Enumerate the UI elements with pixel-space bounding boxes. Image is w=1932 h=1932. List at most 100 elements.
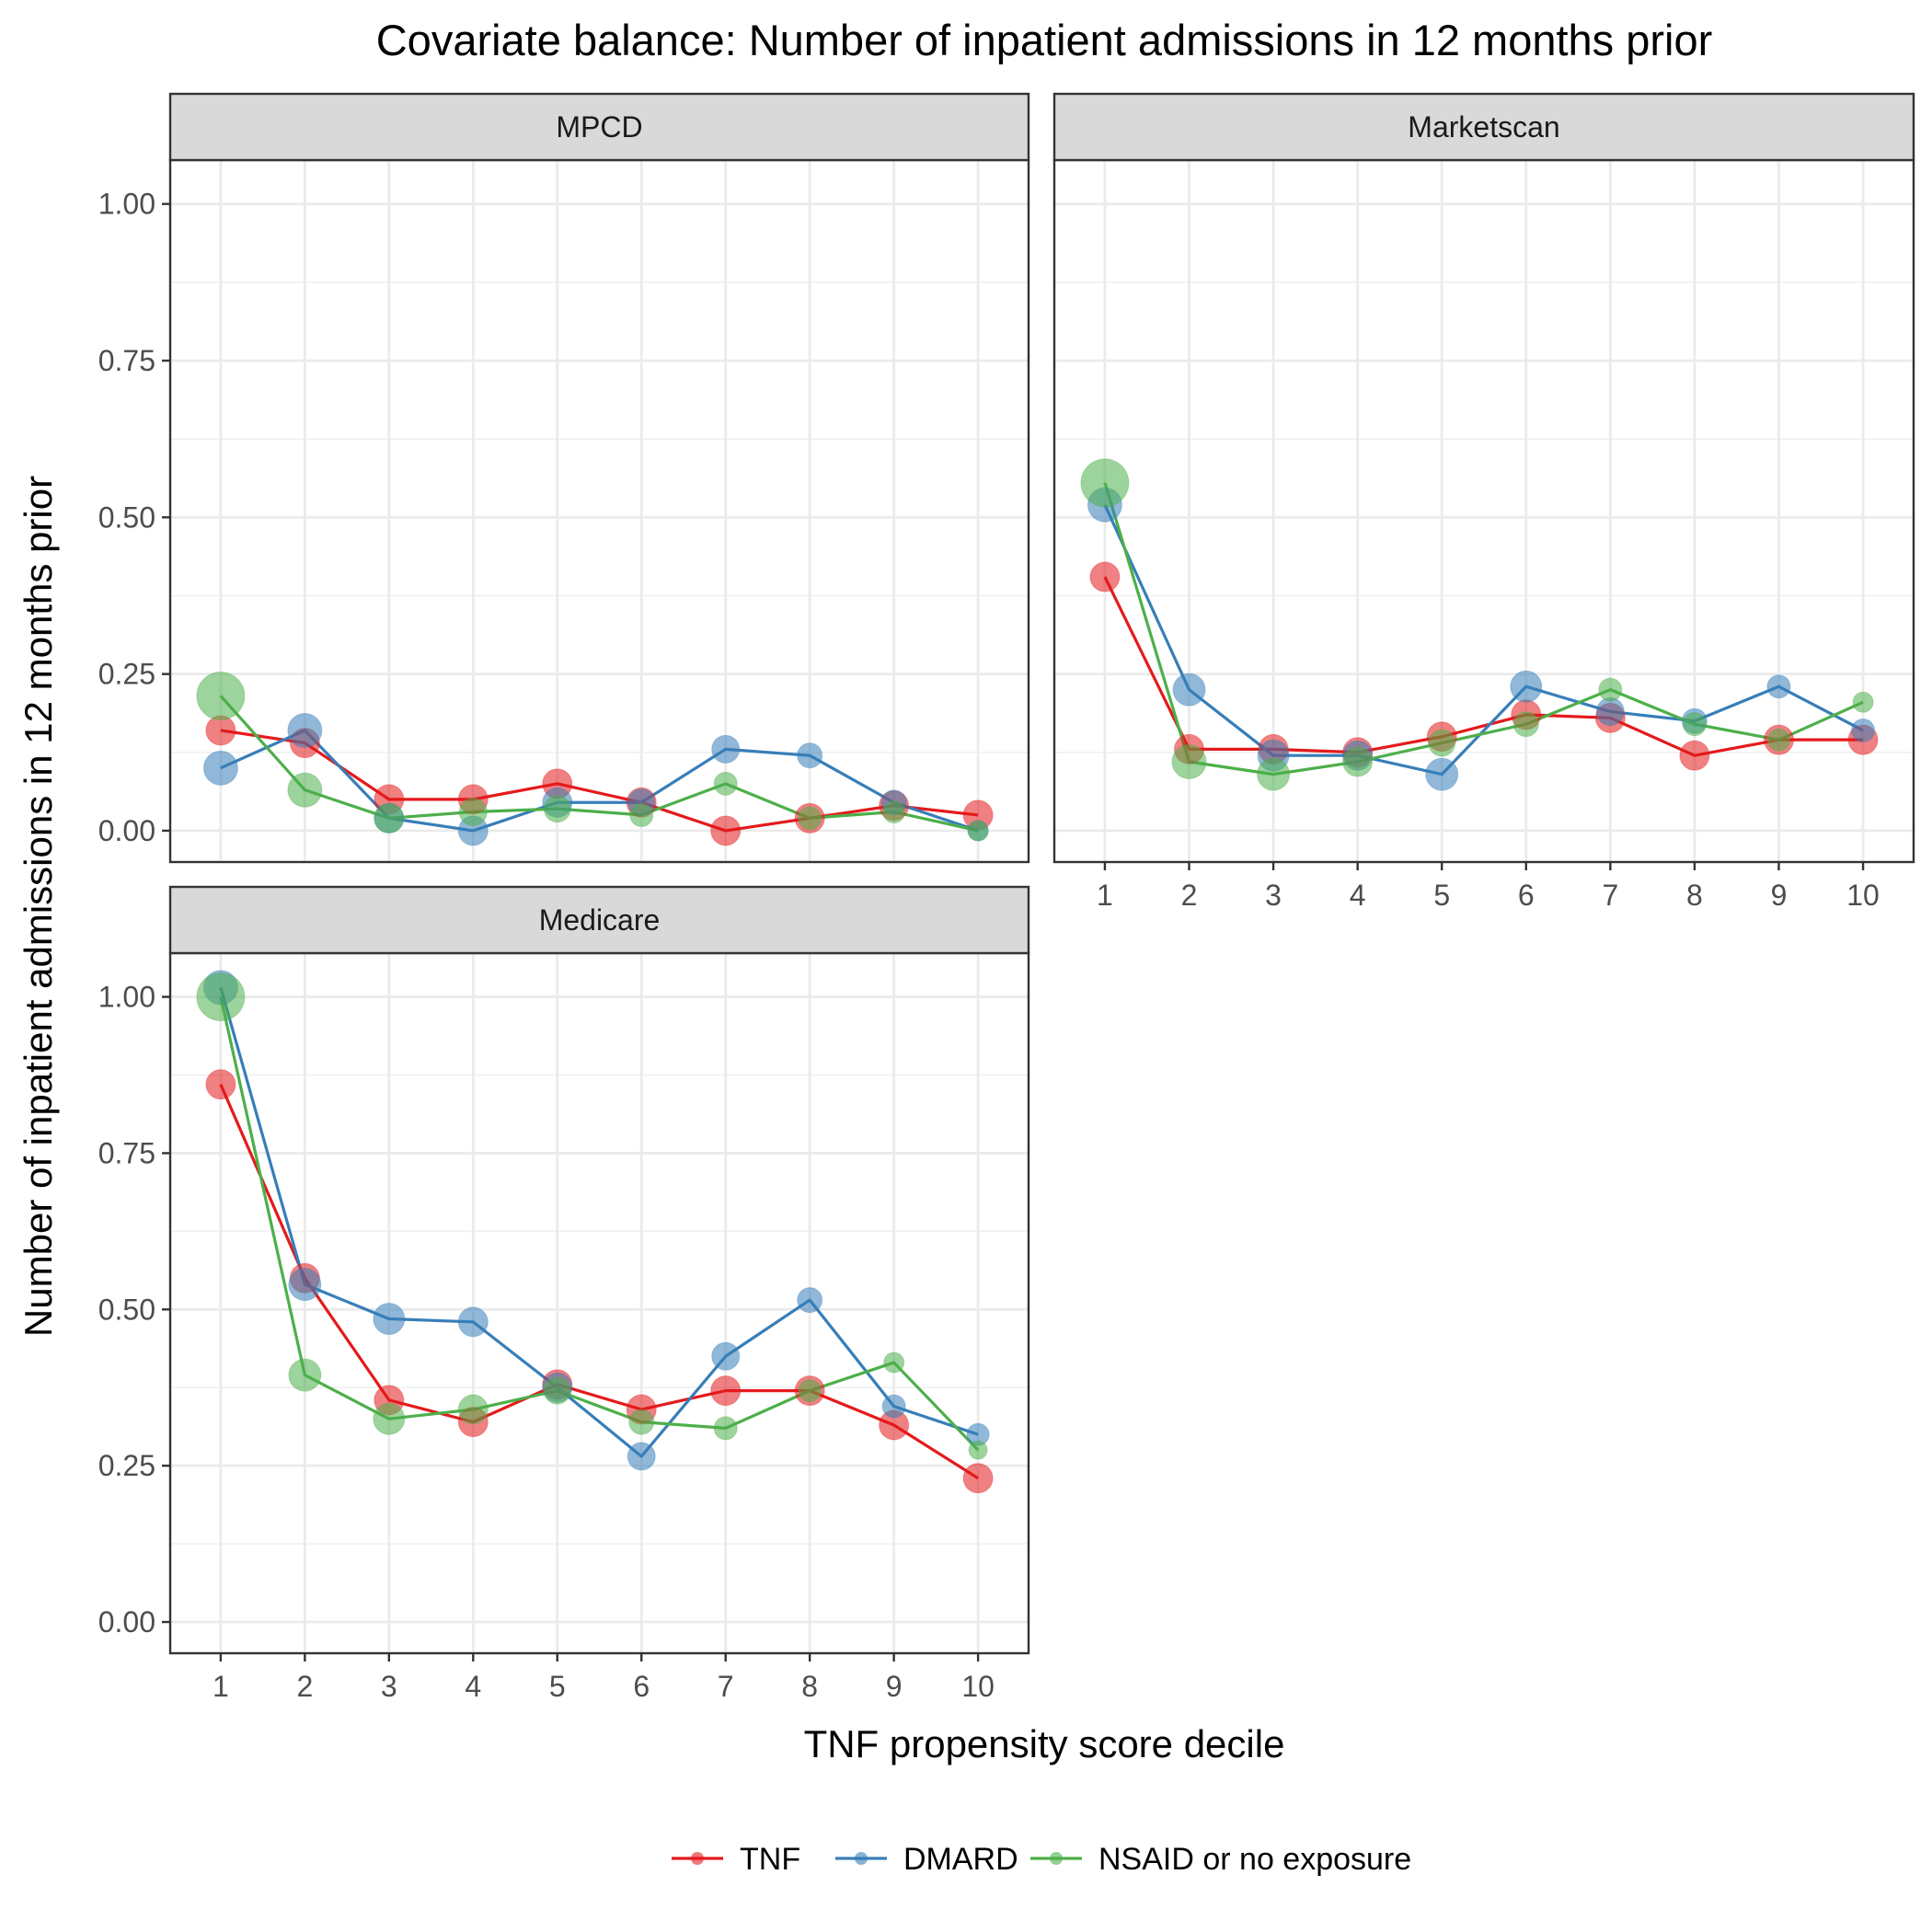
x-tick-label: 8	[1686, 879, 1703, 912]
data-point-dmard	[458, 1307, 488, 1337]
x-tick-label: 10	[1846, 879, 1880, 912]
strip-label-medicare: Medicare	[539, 903, 661, 937]
y-tick-label: 0.75	[98, 1136, 155, 1169]
data-point-nsaid-or-no-exposure	[1767, 729, 1789, 751]
data-point-dmard	[798, 1288, 822, 1313]
data-point-dmard	[1173, 673, 1205, 706]
x-tick-label: 4	[465, 1670, 481, 1703]
data-point-nsaid-or-no-exposure	[288, 773, 322, 807]
panel-medicare: Medicare 0.00 0.25 0.50 0.75 1.00 1 2 3 4 5 6 7 8 9 10	[98, 887, 1029, 1703]
data-point-dmard	[627, 1443, 655, 1470]
data-point-nsaid-or-no-exposure	[799, 1380, 821, 1402]
legend-key-point	[1050, 1852, 1063, 1865]
y-tick-label: 0.50	[98, 1293, 155, 1326]
plot-background	[170, 953, 1029, 1653]
y-tick-label: 1.00	[98, 188, 155, 221]
data-point-nsaid-or-no-exposure	[884, 1352, 904, 1373]
data-point-nsaid-or-no-exposure	[1343, 747, 1373, 776]
data-point-dmard	[288, 713, 322, 747]
data-point-nsaid-or-no-exposure	[374, 1403, 405, 1434]
data-point-nsaid-or-no-exposure	[459, 799, 487, 826]
data-point-nsaid-or-no-exposure	[197, 973, 245, 1021]
y-tick-label: 0.25	[98, 658, 155, 691]
panels: MPCD 0.00 0.25 0.50 0.75 1.00 Marketscan 1 2 3 4 5 6…	[98, 94, 1914, 1703]
legend-item-tnf: TNF	[672, 1842, 800, 1877]
data-point-nsaid-or-no-exposure	[629, 1409, 654, 1434]
data-point-nsaid-or-no-exposure	[289, 1359, 321, 1391]
data-point-dmard	[1511, 671, 1542, 702]
data-point-tnf	[711, 1376, 741, 1406]
data-point-dmard	[712, 735, 740, 763]
data-point-tnf	[963, 1464, 993, 1493]
x-tick-label: 7	[718, 1670, 734, 1703]
x-tick-label: 10	[961, 1670, 995, 1703]
x-tick-label: 7	[1602, 879, 1618, 912]
data-point-nsaid-or-no-exposure	[197, 672, 245, 719]
x-tick-label: 8	[801, 1670, 818, 1703]
y-tick-label: 0.00	[98, 814, 155, 847]
x-tick-label: 5	[549, 1670, 566, 1703]
x-tick-label: 6	[633, 1670, 650, 1703]
data-point-nsaid-or-no-exposure	[544, 796, 570, 822]
legend-label: TNF	[740, 1842, 800, 1877]
y-tick-label: 0.50	[98, 500, 155, 534]
data-point-tnf	[206, 1070, 236, 1099]
data-point-nsaid-or-no-exposure	[1258, 758, 1290, 790]
x-tick-label: 5	[1433, 879, 1450, 912]
legend-label: NSAID or no exposure	[1098, 1842, 1411, 1877]
data-point-nsaid-or-no-exposure	[1513, 712, 1538, 737]
x-tick-label: 2	[1181, 879, 1198, 912]
x-tick-label: 2	[296, 1670, 313, 1703]
legend-item-dmard: DMARD	[835, 1842, 1018, 1877]
x-tick-label: 3	[381, 1670, 397, 1703]
y-axis-title: Number of inpatient admissions in 12 mon…	[17, 476, 60, 1337]
data-point-tnf	[1680, 741, 1709, 770]
data-point-nsaid-or-no-exposure	[374, 803, 404, 833]
data-point-nsaid-or-no-exposure	[799, 807, 822, 830]
legend-key-point	[691, 1852, 704, 1865]
data-point-nsaid-or-no-exposure	[714, 772, 737, 795]
data-point-nsaid-or-no-exposure	[1172, 745, 1206, 779]
data-point-tnf	[1090, 562, 1120, 592]
data-point-nsaid-or-no-exposure	[1683, 713, 1706, 736]
x-axis-title: TNF propensity score decile	[804, 1722, 1285, 1765]
legend: TNF DMARD NSAID or no exposure	[672, 1842, 1411, 1877]
data-point-dmard	[374, 1303, 405, 1334]
data-point-nsaid-or-no-exposure	[968, 821, 988, 841]
data-point-tnf	[711, 816, 741, 845]
x-tick-label: 4	[1350, 879, 1366, 912]
x-tick-label: 1	[1097, 879, 1113, 912]
chart-title: Covariate balance: Number of inpatient a…	[376, 16, 1713, 64]
y-tick-label: 0.75	[98, 344, 155, 377]
data-point-dmard	[203, 751, 237, 785]
data-point-dmard	[1426, 758, 1458, 790]
data-point-nsaid-or-no-exposure	[1599, 678, 1622, 701]
x-tick-label: 9	[1771, 879, 1788, 912]
data-point-nsaid-or-no-exposure	[714, 1417, 737, 1440]
legend-item-nsaid-or-no-exposure: NSAID or no exposure	[1030, 1842, 1411, 1877]
x-tick-label: 9	[886, 1670, 903, 1703]
data-point-dmard	[1852, 719, 1875, 742]
x-tick-label: 3	[1265, 879, 1282, 912]
legend-key-point	[855, 1852, 868, 1865]
data-point-nsaid-or-no-exposure	[458, 1395, 488, 1424]
data-point-nsaid-or-no-exposure	[544, 1377, 570, 1404]
y-tick-label: 0.00	[98, 1605, 155, 1639]
x-tick-label: 1	[213, 1670, 229, 1703]
data-point-dmard	[798, 743, 822, 768]
data-point-dmard	[289, 1269, 321, 1301]
panel-mpcd: MPCD 0.00 0.25 0.50 0.75 1.00	[98, 94, 1029, 862]
y-tick-label: 1.00	[98, 981, 155, 1014]
strip-label-mpcd: MPCD	[556, 110, 642, 144]
data-point-dmard	[882, 1395, 905, 1418]
y-tick-label: 0.25	[98, 1449, 155, 1482]
panel-marketscan: Marketscan 1 2 3 4 5 6 7 8 9 10	[1054, 94, 1914, 912]
data-point-dmard	[1767, 675, 1790, 698]
data-point-dmard	[1596, 698, 1624, 726]
data-point-nsaid-or-no-exposure	[883, 801, 905, 823]
data-point-nsaid-or-no-exposure	[630, 803, 653, 826]
x-tick-label: 6	[1518, 879, 1535, 912]
data-point-nsaid-or-no-exposure	[1853, 692, 1873, 712]
legend-label: DMARD	[903, 1842, 1018, 1877]
